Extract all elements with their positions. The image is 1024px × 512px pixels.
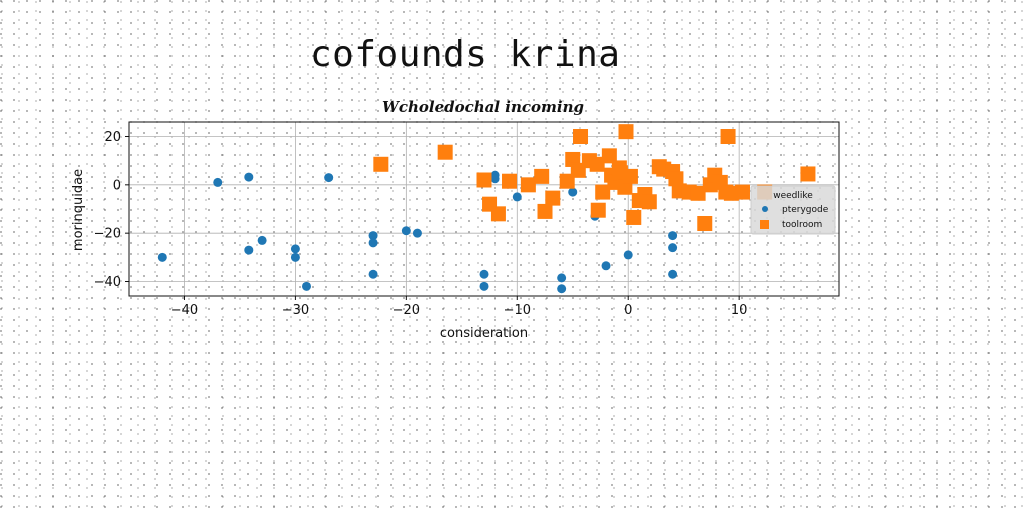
- scatter-point-toolroom: [573, 129, 589, 144]
- scatter-point-pterygode: [479, 269, 489, 279]
- scatter-point-pterygode: [623, 250, 633, 260]
- scatter-point-pterygode: [244, 245, 254, 255]
- scatter-point-pterygode: [213, 177, 223, 187]
- scatter-point-toolroom: [534, 168, 550, 184]
- scatter-point-toolroom: [490, 206, 506, 222]
- legend-box: [750, 185, 836, 235]
- scatter-point-pterygode: [157, 252, 167, 262]
- scatter-point-toolroom: [373, 156, 389, 172]
- scatter-point-toolroom: [690, 185, 706, 201]
- scatter-point-toolroom: [697, 216, 713, 231]
- x-axis-label: consideration: [440, 326, 528, 341]
- scatter-point-pterygode: [557, 284, 567, 294]
- y-axis-label: morinquidae: [71, 169, 86, 251]
- scatter-point-toolroom: [476, 172, 492, 188]
- scatter-point-toolroom: [601, 148, 617, 164]
- scatter-point-toolroom: [502, 173, 518, 189]
- scatter-point-toolroom: [520, 177, 536, 193]
- scatter-point-pterygode: [401, 226, 411, 236]
- scatter-point-toolroom: [590, 202, 606, 218]
- scatter-point-toolroom: [800, 166, 816, 182]
- scatter-point-pterygode: [368, 269, 378, 279]
- legend-title: weedlike: [773, 191, 813, 201]
- scatter-point-toolroom: [537, 203, 553, 219]
- series-toolroom: [373, 124, 816, 231]
- scatter-point-toolroom: [626, 209, 642, 225]
- scatter-point-pterygode: [668, 243, 678, 253]
- scatter-point-pterygode: [557, 273, 567, 283]
- scatter-point-pterygode: [324, 173, 334, 183]
- scatter-point-pterygode: [512, 192, 522, 202]
- scatter-point-toolroom: [668, 171, 684, 187]
- page-title: cofounds krina: [310, 34, 621, 75]
- scatter-point-pterygode: [368, 231, 378, 241]
- chart-marks: [157, 124, 816, 294]
- scatter-point-pterygode: [368, 238, 378, 248]
- x-tick-label: −20: [393, 303, 420, 318]
- y-tick-label: 20: [104, 130, 121, 145]
- scatter-point-pterygode: [668, 231, 678, 241]
- plot-frame: [128, 121, 840, 297]
- scatter-point-toolroom: [720, 129, 736, 144]
- scatter-point-toolroom: [734, 184, 750, 200]
- scatter-point-pterygode: [568, 187, 578, 197]
- scatter-point-pterygode: [290, 252, 300, 262]
- x-tick-label: −30: [282, 303, 309, 318]
- legend-label-toolroom: toolroom: [782, 220, 822, 230]
- scatter-point-toolroom: [622, 168, 638, 184]
- scatter-point-pterygode: [302, 281, 311, 291]
- axis-ticks: −40 −30 −20 −10 0 10 −40 −20 0 20: [94, 130, 748, 318]
- scatter-point-toolroom: [641, 194, 657, 210]
- x-tick-label: −10: [504, 303, 531, 318]
- scatter-point-pterygode: [601, 261, 611, 271]
- chart-title: Wcholedochal incoming: [382, 98, 584, 116]
- y-tick-label: −20: [94, 227, 121, 242]
- scatter-point-pterygode: [668, 269, 678, 279]
- y-tick-label: 0: [113, 178, 121, 193]
- x-tick-label: 10: [731, 303, 748, 318]
- scatter-point-toolroom: [595, 184, 611, 200]
- x-tick-label: −40: [171, 303, 198, 318]
- legend-label-pterygode: pterygode: [782, 205, 829, 215]
- y-tick-label: −40: [94, 275, 121, 290]
- scatter-point-toolroom: [437, 144, 453, 160]
- legend-marker-pterygode: [762, 206, 768, 212]
- scatter-point-pterygode: [290, 244, 300, 254]
- scatter-point-pterygode: [257, 235, 267, 245]
- scatter-point-toolroom: [545, 190, 561, 206]
- legend: weedlike pterygode toolroom: [750, 185, 836, 235]
- scatter-point-pterygode: [244, 172, 254, 182]
- scatter-point-toolroom: [589, 156, 605, 172]
- scatter-point-toolroom: [618, 124, 634, 140]
- x-tick-label: 0: [624, 303, 632, 318]
- scatter-point-pterygode: [490, 174, 500, 184]
- legend-marker-toolroom: [760, 220, 769, 229]
- scatter-point-pterygode: [479, 281, 489, 291]
- scatter-point-pterygode: [412, 228, 422, 238]
